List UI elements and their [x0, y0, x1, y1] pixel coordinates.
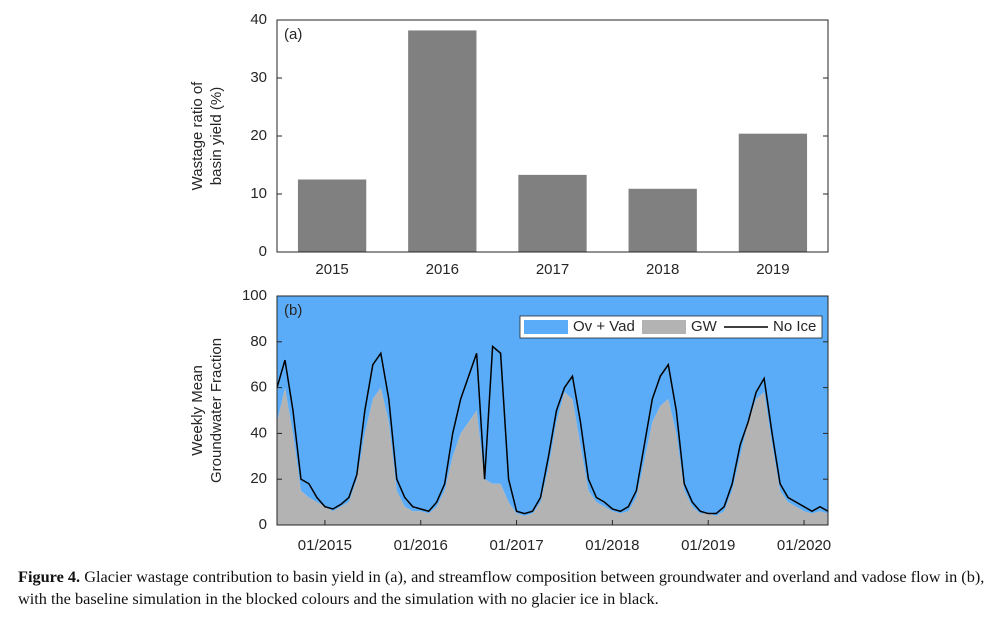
- caption-text: Glacier wastage contribution to basin yi…: [18, 567, 985, 608]
- x-tick-label: 2017: [536, 261, 569, 278]
- x-tick-label: 01/2017: [489, 537, 543, 554]
- x-tick-label: 01/2019: [681, 537, 735, 554]
- y-tick-label: 30: [250, 69, 267, 86]
- axes-frame: [276, 295, 829, 526]
- line: [276, 344, 829, 515]
- y-tick-label: 40: [250, 11, 267, 28]
- x-tick-label: 2016: [426, 261, 459, 278]
- legend-label: Ov + Vad: [573, 318, 635, 335]
- figure: 2015 2016 2017 2018 2019 0 10 20 30 40 Wastage rat…: [189, 11, 831, 554]
- x-tick-label: 2019: [756, 261, 789, 278]
- area: [277, 387, 828, 525]
- y-tick-label: 60: [250, 379, 267, 396]
- x-tick-label: 2018: [646, 261, 679, 278]
- caption: Figure 4. Glacier wastage contribution t…: [18, 566, 1000, 610]
- y-tick-label: 20: [250, 127, 267, 144]
- y-tick-label: 0: [259, 243, 267, 260]
- bar: [518, 174, 587, 252]
- caption-label: Figure 4.: [18, 567, 81, 586]
- y-tick-label: 10: [250, 185, 267, 202]
- y-tick-label: 0: [259, 516, 267, 533]
- legend-label: GW: [691, 318, 718, 335]
- y-tick-label: 40: [250, 424, 267, 441]
- y-axis-label: Weekly Mean: [189, 365, 206, 456]
- legend-swatch: [642, 320, 686, 334]
- bar: [408, 30, 477, 252]
- x-tick-label: 01/2020: [777, 537, 831, 554]
- y-axis-label: Wastage ratio of: [189, 81, 206, 190]
- panel-label: (a): [284, 26, 302, 43]
- legend-swatch: [524, 320, 568, 334]
- bar: [297, 179, 367, 252]
- x-tick-label: 01/2015: [298, 537, 352, 554]
- bar: [738, 133, 808, 252]
- area: [277, 296, 828, 516]
- x-tick-label: 2015: [315, 261, 348, 278]
- panel-label: (b): [284, 302, 302, 319]
- y-tick-label: 100: [242, 287, 267, 304]
- y-axis-label: basin yield (%): [208, 87, 225, 185]
- x-tick-label: 01/2016: [394, 537, 448, 554]
- axes-frame: [276, 19, 829, 253]
- y-tick-label: 20: [250, 470, 267, 487]
- bar: [628, 188, 697, 252]
- legend-label: No Ice: [773, 318, 816, 335]
- y-axis-label: Groundwater Fraction: [208, 338, 225, 483]
- x-tick-label: 01/2018: [585, 537, 639, 554]
- y-tick-label: 80: [250, 333, 267, 350]
